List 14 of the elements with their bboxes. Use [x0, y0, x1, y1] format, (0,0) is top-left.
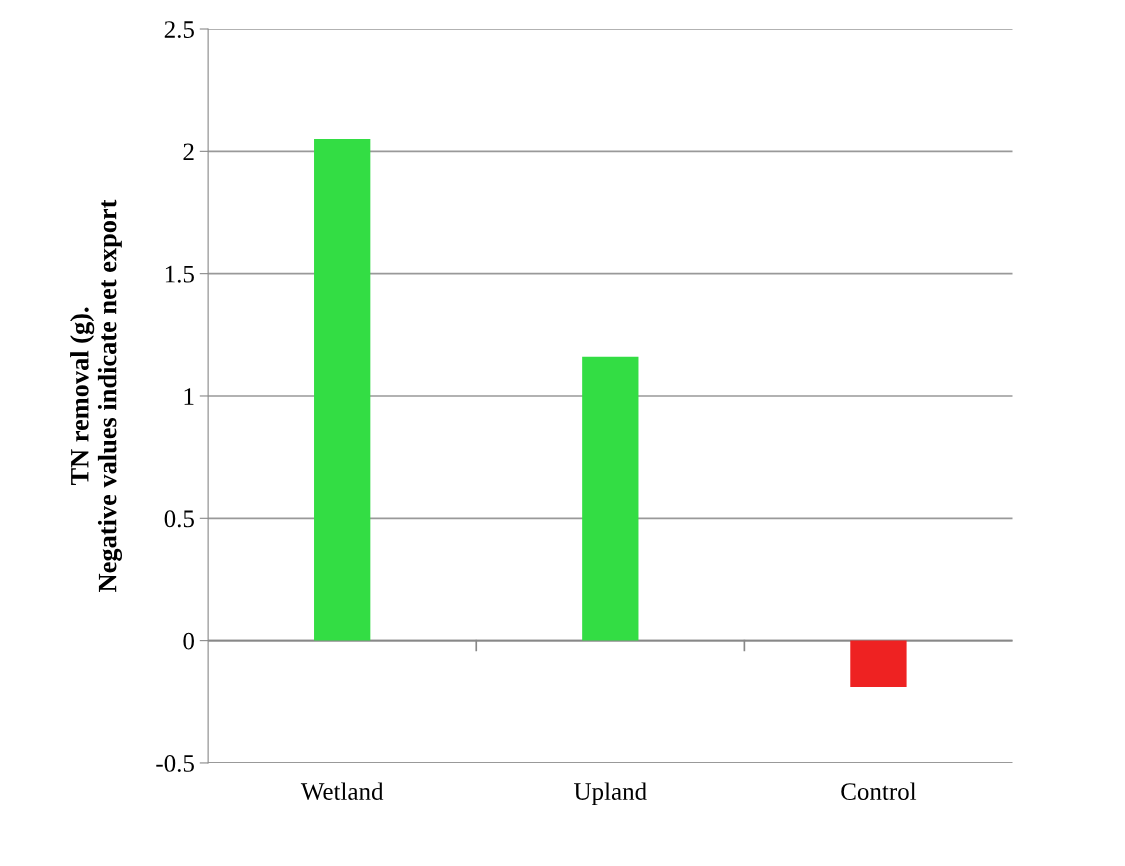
y-tick-label: 0.5 — [164, 510, 194, 528]
bar — [850, 640, 907, 688]
bar — [582, 356, 639, 641]
x-tick-label: Wetland — [300, 782, 384, 801]
y-tick-label: 1.5 — [165, 265, 194, 283]
y-tick-label: 0 — [183, 632, 194, 650]
x-tick-label: Upland — [574, 782, 647, 806]
y-tick-label: 2 — [183, 143, 194, 161]
y-tick-label: 2.5 — [164, 21, 194, 39]
y-tick-label: 1 — [184, 388, 194, 405]
bar — [314, 139, 371, 641]
y-tick-label: -0.5 — [156, 754, 194, 772]
y-axis-title: TN removal (g). Negative values indicate net export — [70, 199, 123, 592]
x-tick-label: Control — [841, 782, 917, 800]
